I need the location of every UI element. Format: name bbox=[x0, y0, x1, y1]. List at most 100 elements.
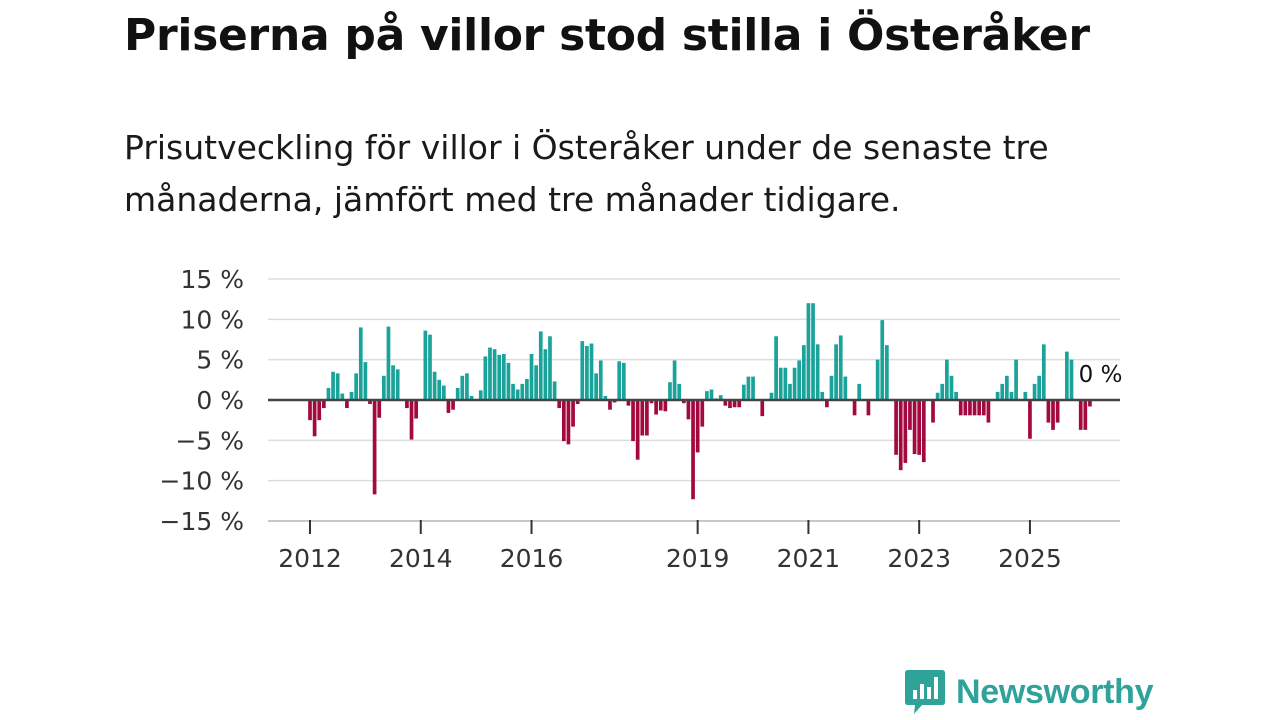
bar bbox=[465, 373, 469, 400]
bar bbox=[1069, 359, 1074, 400]
y-axis-labels: 15 % 10 % 5 % 0 % −5 % −10 % −15 % bbox=[160, 265, 244, 536]
bar bbox=[381, 375, 386, 400]
bar bbox=[506, 362, 511, 400]
bar bbox=[585, 345, 589, 400]
bar bbox=[386, 326, 391, 400]
bar bbox=[538, 331, 543, 400]
bar bbox=[414, 400, 418, 419]
bar bbox=[1028, 400, 1032, 439]
bar bbox=[409, 400, 414, 440]
bar bbox=[681, 400, 686, 404]
bar bbox=[921, 400, 926, 463]
bar bbox=[317, 400, 322, 421]
bar bbox=[912, 400, 917, 455]
chart-subtitle: Prisutveckling för villor i Österåker un… bbox=[124, 128, 1049, 219]
bar bbox=[501, 354, 506, 400]
bar bbox=[649, 400, 654, 404]
bar bbox=[709, 389, 714, 400]
bar bbox=[663, 400, 668, 412]
x-axis: 2012 2014 2016 2019 2021 2023 2025 bbox=[268, 520, 1120, 573]
bar bbox=[608, 400, 612, 410]
bar bbox=[737, 400, 742, 408]
bar bbox=[797, 360, 802, 400]
bar bbox=[815, 344, 820, 400]
bar bbox=[949, 375, 954, 400]
bar bbox=[621, 362, 626, 400]
bar bbox=[852, 400, 857, 416]
y-tick-label: 0 % bbox=[196, 386, 244, 415]
bar bbox=[723, 400, 728, 406]
bar bbox=[931, 400, 935, 423]
bar bbox=[769, 392, 774, 400]
bar bbox=[986, 400, 991, 423]
bar bbox=[580, 341, 585, 400]
bar bbox=[488, 347, 492, 400]
x-tick-label: 2021 bbox=[777, 544, 841, 573]
annotations: 0 % bbox=[1076, 360, 1125, 391]
bar bbox=[478, 390, 483, 400]
bar bbox=[1065, 351, 1069, 400]
bar bbox=[520, 383, 525, 400]
bar bbox=[441, 385, 446, 400]
bar bbox=[1055, 400, 1060, 423]
bar bbox=[898, 400, 903, 471]
bar bbox=[977, 400, 982, 416]
bar bbox=[691, 400, 695, 500]
bar bbox=[511, 383, 515, 400]
bar bbox=[460, 375, 465, 400]
bar bbox=[746, 376, 751, 400]
x-tick-label: 2023 bbox=[887, 544, 951, 573]
bar bbox=[363, 362, 368, 400]
bar bbox=[981, 400, 986, 416]
bar bbox=[875, 359, 880, 400]
bar bbox=[589, 343, 594, 400]
bar bbox=[792, 367, 797, 400]
bar bbox=[483, 356, 488, 400]
y-tick-label: 10 % bbox=[180, 305, 244, 334]
bar bbox=[801, 345, 806, 400]
x-tick-label: 2012 bbox=[278, 544, 342, 573]
bar bbox=[437, 379, 442, 400]
bar bbox=[658, 400, 663, 411]
bar bbox=[705, 391, 709, 400]
bar bbox=[972, 400, 977, 416]
bar bbox=[834, 344, 838, 400]
bar bbox=[345, 400, 349, 409]
bar bbox=[1000, 383, 1005, 400]
y-tick-label: −5 % bbox=[175, 426, 244, 455]
bar bbox=[668, 382, 672, 400]
bar bbox=[774, 336, 778, 400]
bar bbox=[626, 400, 631, 406]
bar bbox=[728, 400, 732, 409]
bar bbox=[995, 391, 1000, 400]
bar bbox=[340, 393, 345, 400]
bar bbox=[395, 369, 400, 400]
bar bbox=[446, 400, 451, 413]
bar bbox=[391, 365, 395, 400]
bar bbox=[1041, 344, 1046, 400]
bar bbox=[451, 400, 455, 410]
bar bbox=[829, 375, 834, 400]
bar bbox=[358, 327, 363, 400]
bar bbox=[672, 360, 677, 400]
bar bbox=[1051, 400, 1055, 430]
bar bbox=[1023, 391, 1028, 400]
bar bbox=[940, 383, 945, 400]
y-tick-label: −10 % bbox=[160, 467, 244, 496]
bar bbox=[843, 376, 848, 400]
bar bbox=[492, 349, 497, 400]
bar bbox=[686, 400, 691, 420]
bar bbox=[529, 354, 534, 400]
bar bbox=[594, 373, 598, 400]
x-tick-label: 2019 bbox=[666, 544, 730, 573]
bars bbox=[308, 303, 1092, 500]
bar bbox=[525, 379, 529, 400]
bar bbox=[368, 400, 372, 405]
y-tick-label: 15 % bbox=[180, 265, 244, 294]
bar bbox=[1037, 375, 1042, 400]
bar bbox=[469, 395, 474, 400]
x-tick-label: 2025 bbox=[998, 544, 1062, 573]
bar bbox=[423, 330, 428, 400]
bar bbox=[349, 391, 354, 400]
bar bbox=[1088, 400, 1092, 407]
